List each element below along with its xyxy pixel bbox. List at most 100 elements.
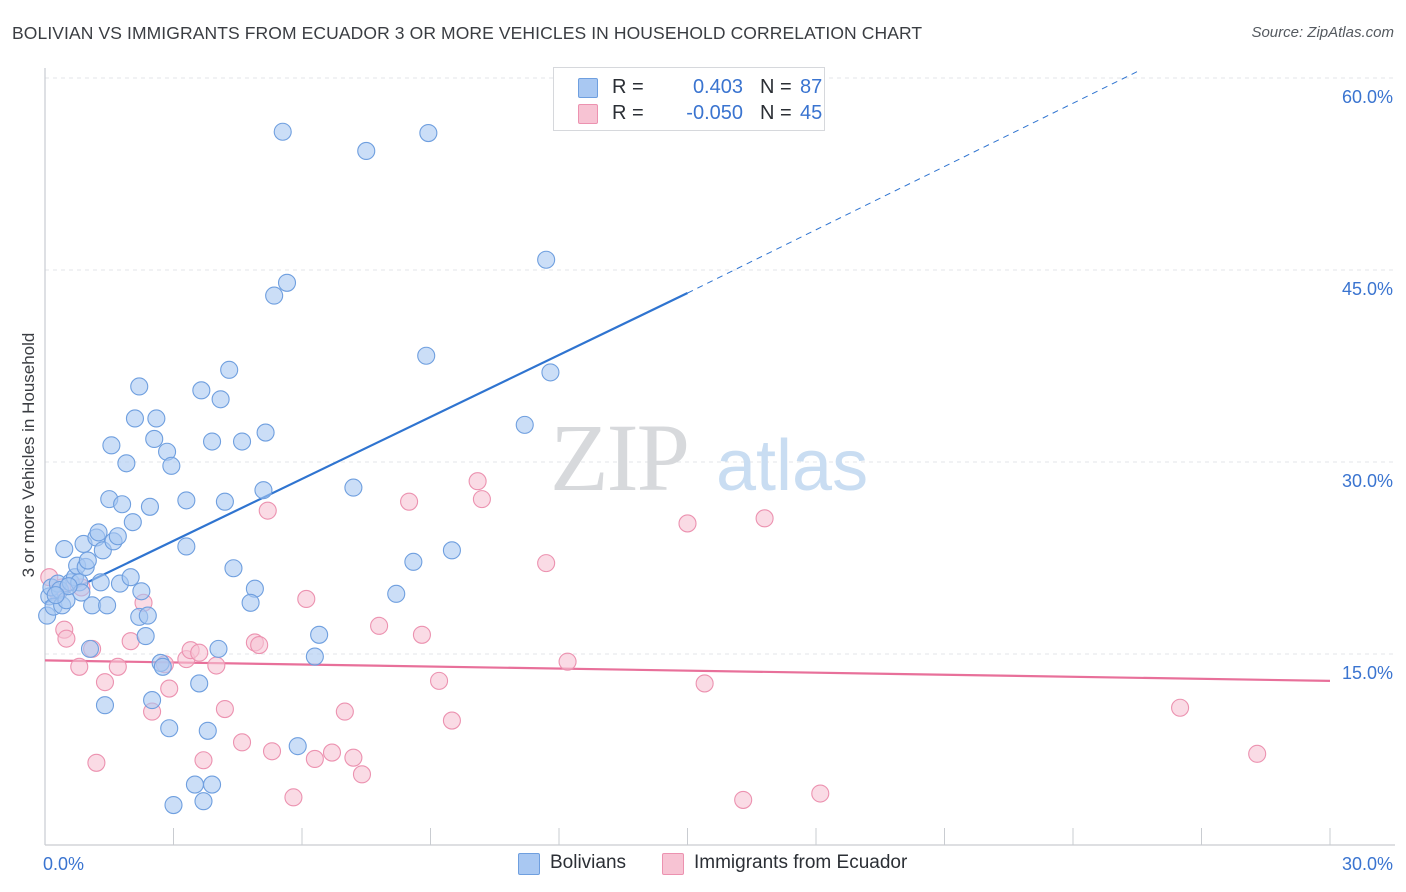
watermark-zip: ZIP [550, 404, 688, 511]
legend-r-label: R = [612, 102, 644, 124]
chart-title: BOLIVIAN VS IMMIGRANTS FROM ECUADOR 3 OR… [12, 23, 923, 43]
data-point [387, 584, 406, 603]
data-point [136, 627, 155, 646]
data-point [190, 643, 209, 662]
data-point [59, 577, 78, 596]
source-credit: Source: ZipAtlas.com [1251, 24, 1394, 41]
data-point [537, 554, 556, 573]
data-point [442, 541, 461, 560]
series-bolivians-points [38, 122, 560, 815]
data-point [87, 753, 106, 772]
y-tick-label: 60.0% [1342, 87, 1393, 107]
x-tick-labels: 0.0% 30.0% [43, 854, 1393, 874]
data-point [262, 742, 282, 761]
data-point [89, 523, 108, 542]
data-point [211, 390, 230, 409]
data-point [147, 409, 166, 428]
legend-n-label: N = [760, 76, 792, 98]
data-point [734, 790, 753, 809]
data-point [121, 568, 140, 587]
data-point [162, 456, 181, 475]
data-point [352, 765, 372, 784]
data-point [277, 273, 297, 292]
y-tick-label: 45.0% [1342, 279, 1393, 299]
data-point [297, 589, 316, 609]
trend-line [44, 292, 688, 604]
y-tick-labels: 15.0% 30.0% 45.0% 60.0% [1342, 87, 1393, 683]
bottom-legend-label: Immigrants from Ecuador [694, 852, 908, 873]
watermark-atlas: atlas [716, 426, 868, 506]
data-point [419, 123, 438, 143]
data-point [209, 639, 228, 658]
data-point [215, 492, 234, 511]
legend-r-value: -0.050 [686, 102, 743, 124]
data-point [121, 632, 140, 651]
axes [44, 68, 1395, 846]
data-point [537, 250, 556, 269]
data-point [140, 497, 159, 516]
data-point [185, 775, 204, 794]
data-point [404, 552, 423, 571]
data-point [164, 795, 183, 815]
y-tick-label: 30.0% [1342, 471, 1393, 491]
data-point [203, 775, 222, 794]
legend-n-value: 45 [800, 102, 823, 124]
data-point [153, 657, 172, 676]
bottom-legend-label: Bolivians [550, 852, 627, 873]
data-point [344, 748, 363, 767]
data-point [46, 586, 65, 605]
data-point [1171, 698, 1190, 717]
data-point [305, 647, 324, 666]
legend-r-label: R = [612, 76, 644, 98]
data-point [102, 436, 121, 455]
legend-swatch-bolivians [578, 78, 598, 98]
data-point [678, 514, 697, 533]
data-point [515, 415, 534, 434]
data-point [91, 573, 110, 592]
data-point [400, 492, 419, 511]
data-point [80, 639, 100, 658]
legend-swatch-ecuador [578, 104, 598, 124]
data-point [70, 657, 89, 676]
data-point [468, 472, 487, 491]
data-point [123, 513, 142, 532]
data-point [232, 432, 252, 451]
data-point [207, 656, 226, 675]
data-point [113, 495, 132, 514]
bottom-legend-swatch-ecuador [662, 853, 684, 875]
data-point [541, 363, 560, 382]
data-point [138, 606, 157, 625]
data-point [98, 596, 117, 615]
data-point [108, 657, 127, 676]
data-point [284, 788, 303, 807]
data-point [190, 674, 209, 693]
data-point [370, 616, 389, 635]
data-point [417, 346, 436, 365]
data-point [108, 527, 127, 546]
data-point [310, 625, 329, 644]
data-point [258, 501, 277, 520]
data-point [198, 721, 217, 740]
data-point [130, 377, 149, 396]
data-point [254, 481, 273, 500]
data-point [145, 429, 164, 449]
data-point [811, 784, 830, 803]
data-point [250, 635, 269, 655]
data-point [160, 679, 179, 698]
data-point [442, 711, 461, 730]
watermark: ZIP atlas [550, 404, 868, 511]
data-point [57, 629, 76, 648]
data-point [1248, 744, 1267, 763]
data-point [558, 652, 577, 671]
data-point [125, 409, 144, 428]
data-point [412, 625, 431, 644]
data-point [203, 432, 222, 451]
data-point [273, 122, 292, 141]
legend-r-value: 0.403 [692, 76, 743, 98]
data-point [430, 671, 449, 690]
data-point [241, 593, 260, 612]
x-tick-label: 30.0% [1342, 854, 1393, 874]
trend-line [44, 659, 1331, 682]
data-point [177, 537, 196, 556]
